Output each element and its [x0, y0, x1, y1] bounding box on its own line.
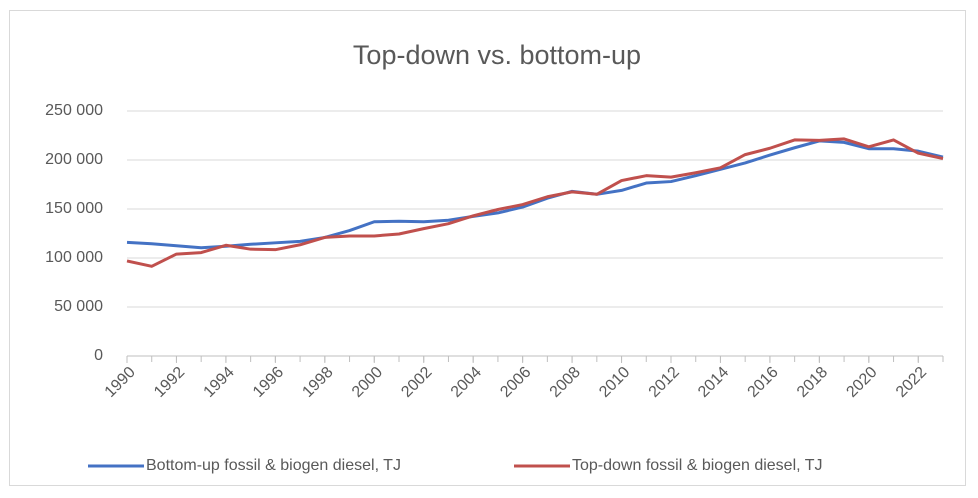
- chart-frame: [9, 10, 966, 486]
- legend-label: Bottom-up fossil & biogen diesel, TJ: [146, 457, 401, 474]
- series-line: [126, 137, 944, 268]
- y-tick-label: 50 000: [54, 298, 103, 315]
- y-tick-label: 200 000: [45, 151, 103, 168]
- chart-title: Top-down vs. bottom-up: [353, 40, 641, 70]
- y-tick-label: 0: [94, 347, 103, 364]
- y-tick-label: 100 000: [45, 249, 103, 266]
- y-tick-label: 250 000: [45, 102, 103, 119]
- series-line: [126, 139, 944, 250]
- y-tick-label: 150 000: [45, 200, 103, 217]
- legend-label: Top-down fossil & biogen diesel, TJ: [572, 457, 823, 474]
